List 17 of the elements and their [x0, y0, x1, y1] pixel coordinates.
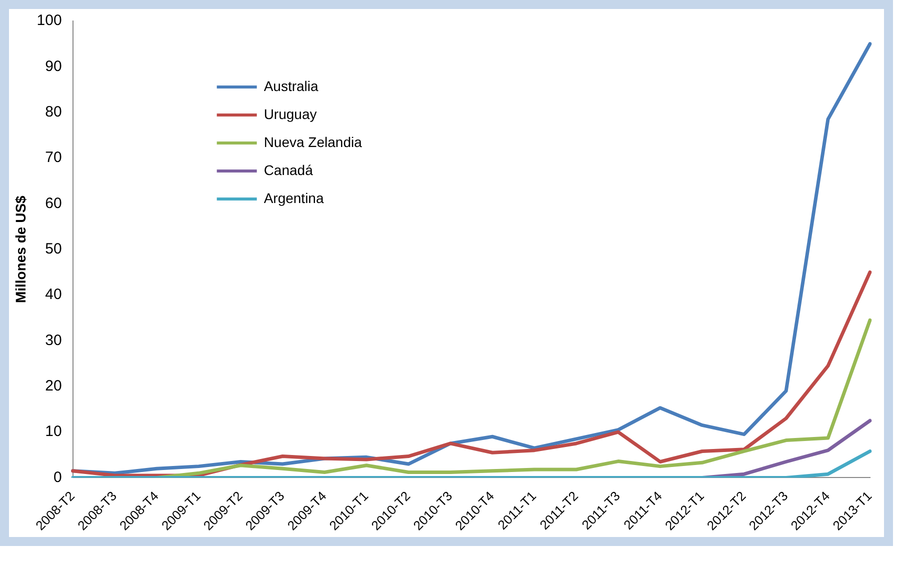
- legend-label: Canadá: [264, 162, 314, 178]
- y-tick-label: 20: [45, 378, 62, 395]
- y-tick-label: 100: [36, 12, 62, 30]
- legend-label: Uruguay: [264, 106, 317, 122]
- legend-label: Australia: [264, 78, 319, 94]
- y-axis-title: Millones de US$: [12, 195, 28, 304]
- legend-label: Nueva Zelandia: [264, 134, 362, 150]
- y-tick-label: 10: [45, 423, 62, 440]
- y-tick-label: 30: [45, 332, 62, 349]
- y-tick-label: 70: [45, 149, 62, 166]
- legend-label: Argentina: [264, 190, 324, 206]
- y-tick-label: 60: [45, 194, 62, 212]
- y-tick-label: 50: [45, 240, 62, 258]
- y-tick-label: 40: [45, 286, 62, 304]
- y-tick-label: 0: [53, 468, 62, 486]
- y-tick-label: 90: [45, 58, 62, 75]
- y-tick-label: 80: [45, 103, 62, 120]
